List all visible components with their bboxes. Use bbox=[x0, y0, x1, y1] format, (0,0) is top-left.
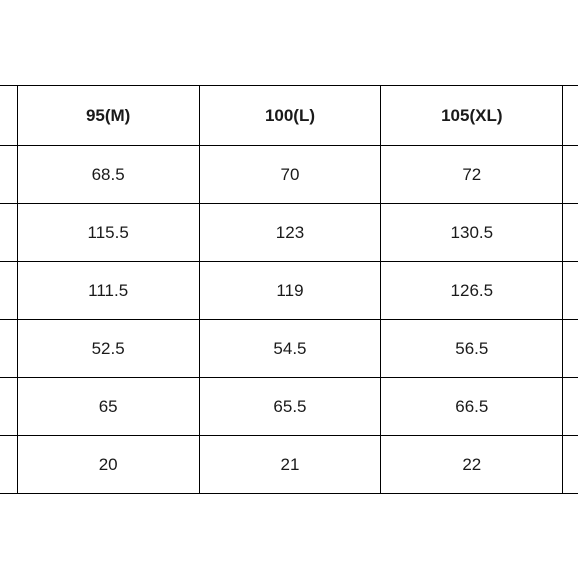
table-cell bbox=[0, 262, 17, 320]
table-cell: 130.5 bbox=[381, 204, 563, 262]
table-cell bbox=[563, 320, 578, 378]
sizing-table: 95(M) 100(L) 105(XL) 1 68.5 70 72 115.5 … bbox=[0, 85, 578, 494]
table-cell bbox=[0, 378, 17, 436]
table-cell: 22 bbox=[381, 436, 563, 494]
table-row: 111.5 119 126.5 bbox=[0, 262, 578, 320]
table-cell: 123 bbox=[199, 204, 381, 262]
table-cell: 65 bbox=[17, 378, 199, 436]
table-row: 68.5 70 72 bbox=[0, 146, 578, 204]
table-cell: 126.5 bbox=[381, 262, 563, 320]
table-row: 20 21 22 bbox=[0, 436, 578, 494]
table-cell: 115.5 bbox=[17, 204, 199, 262]
table-cell bbox=[563, 436, 578, 494]
table-cell bbox=[0, 320, 17, 378]
column-header: 105(XL) bbox=[381, 86, 563, 146]
table-cell: 68.5 bbox=[17, 146, 199, 204]
table-cell: 111.5 bbox=[17, 262, 199, 320]
table-cell: 66.5 bbox=[381, 378, 563, 436]
table-header-row: 95(M) 100(L) 105(XL) 1 bbox=[0, 86, 578, 146]
sizing-table-container: 95(M) 100(L) 105(XL) 1 68.5 70 72 115.5 … bbox=[0, 85, 578, 494]
table-cell: 72 bbox=[381, 146, 563, 204]
table-row: 65 65.5 66.5 bbox=[0, 378, 578, 436]
table-cell bbox=[563, 262, 578, 320]
table-cell bbox=[0, 146, 17, 204]
table-row: 52.5 54.5 56.5 bbox=[0, 320, 578, 378]
table-cell: 65.5 bbox=[199, 378, 381, 436]
table-cell bbox=[0, 436, 17, 494]
table-cell bbox=[563, 204, 578, 262]
table-cell bbox=[563, 378, 578, 436]
column-header: 95(M) bbox=[17, 86, 199, 146]
column-header: 1 bbox=[563, 86, 578, 146]
table-cell: 54.5 bbox=[199, 320, 381, 378]
table-cell: 52.5 bbox=[17, 320, 199, 378]
table-cell bbox=[0, 204, 17, 262]
table-cell: 20 bbox=[17, 436, 199, 494]
table-cell: 56.5 bbox=[381, 320, 563, 378]
column-header bbox=[0, 86, 17, 146]
table-cell: 70 bbox=[199, 146, 381, 204]
table-cell bbox=[563, 146, 578, 204]
table-row: 115.5 123 130.5 bbox=[0, 204, 578, 262]
table-cell: 119 bbox=[199, 262, 381, 320]
table-cell: 21 bbox=[199, 436, 381, 494]
column-header: 100(L) bbox=[199, 86, 381, 146]
